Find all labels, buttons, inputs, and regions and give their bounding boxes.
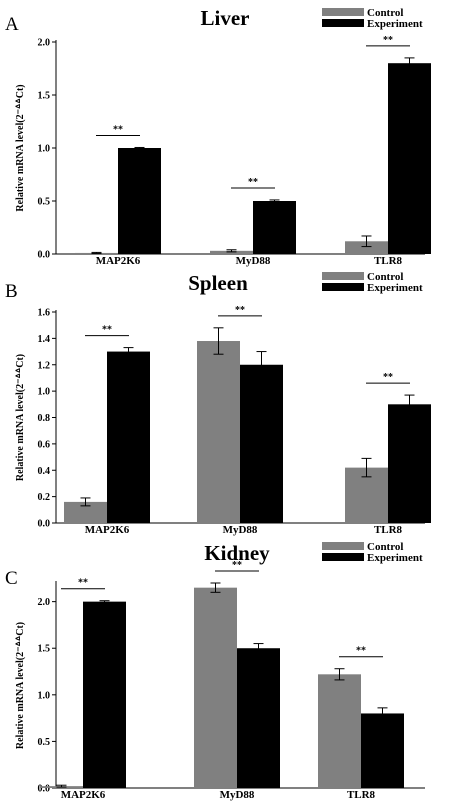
panel-b-ytick-label-4: 0.8	[38, 413, 51, 424]
panel-c-significance-1: **	[232, 560, 242, 571]
panel-a-ytick-label-1: 0.5	[38, 197, 51, 208]
panel-a-label: A	[5, 14, 19, 35]
panel-a-bar-experiment-map2k6	[118, 148, 161, 254]
panel-c-ytick-label-3: 1.5	[38, 644, 51, 655]
panel-c-title: Kidney	[204, 541, 270, 565]
panel-b-ytick-label-8: 1.6	[38, 308, 51, 319]
panel-b-legend-label-1: Experiment	[367, 282, 423, 294]
panel-a-legend-label-1: Experiment	[367, 18, 423, 30]
panel-c-ytick-label-0: 0.0	[38, 784, 51, 795]
panel-b-significance-2: **	[383, 372, 393, 383]
panel-b-ytick-label-6: 1.2	[38, 360, 51, 371]
panel-a-category-label-2: TLR8	[374, 255, 403, 267]
panel-b-title: Spleen	[188, 271, 248, 295]
panel-a-legend-label-0: Control	[367, 7, 403, 19]
panel-c-ytick-label-1: 0.5	[38, 737, 51, 748]
panel-a-ytick-label-2: 1.0	[38, 144, 51, 155]
panel-c-bar-experiment-tlr8	[361, 713, 404, 788]
panel-b-bar-experiment-map2k6	[107, 351, 150, 523]
panel-c-category-label-0: MAP2K6	[61, 789, 106, 801]
panel-b-bar-control-map2k6	[64, 501, 107, 523]
panel-c-legend-label-0: Control	[367, 541, 403, 553]
panel-c-legend-label-1: Experiment	[367, 552, 423, 564]
panel-c-label: C	[5, 568, 18, 589]
panel-a-bar-control-tlr8	[345, 241, 388, 254]
panel-a-ytick-label-0: 0.0	[38, 250, 51, 261]
panel-c-significance-0: **	[78, 578, 88, 589]
panel-a-bar-control-myd88	[210, 250, 253, 254]
panel-b-ylabel: Relative mRNA level(2⁻ᐞᐞCt)	[15, 354, 26, 481]
panel-b-ytick-label-3: 0.6	[38, 439, 51, 450]
panel-b-bar-control-myd88	[197, 341, 240, 523]
panel-a-significance-1: **	[248, 177, 258, 188]
panel-b-legend-swatch-1	[322, 283, 364, 291]
panel-b-category-label-0: MAP2K6	[85, 524, 130, 536]
panel-a-title: Liver	[201, 6, 250, 30]
panel-a-category-label-1: MyD88	[236, 255, 271, 267]
panel-a-category-label-0: MAP2K6	[96, 255, 141, 267]
panel-b-legend-label-0: Control	[367, 271, 403, 283]
panel-c-bar-control-tlr8	[318, 674, 361, 788]
panel-c-ytick-label-4: 2.0	[38, 597, 51, 608]
panel-a-significance-2: **	[383, 35, 393, 46]
panel-c-category-label-1: MyD88	[220, 789, 255, 801]
panel-c-category-label-2: TLR8	[347, 789, 376, 801]
panel-b-ytick-label-0: 0.0	[38, 519, 51, 530]
panel-c-legend-swatch-1	[322, 553, 364, 561]
panel-b-category-label-2: TLR8	[374, 524, 403, 536]
panel-a-bar-experiment-tlr8	[388, 63, 431, 255]
panel-b-significance-1: **	[235, 305, 245, 316]
panel-b-ytick-label-2: 0.4	[38, 466, 51, 477]
panel-c-ytick-label-2: 1.0	[38, 690, 51, 701]
panel-a-ytick-label-3: 1.5	[38, 91, 51, 102]
panel-c-ylabel: Relative mRNA level(2⁻ᐞᐞCt)	[15, 622, 26, 749]
panel-b-ytick-label-7: 1.4	[38, 334, 51, 345]
panel-a-ylabel: Relative mRNA level(2⁻ᐞᐞCt)	[15, 84, 26, 211]
panel-a-legend-swatch-0	[322, 8, 364, 16]
panel-c-bar-experiment-myd88	[237, 648, 280, 788]
panel-c-bar-experiment-map2k6	[83, 601, 126, 788]
panel-a-ytick-label-4: 2.0	[38, 38, 51, 49]
panel-c-bar-control-myd88	[194, 587, 237, 788]
panel-b-significance-0: **	[102, 325, 112, 336]
panel-b-label: B	[5, 281, 18, 302]
panel-b-category-label-1: MyD88	[223, 524, 258, 536]
panel-b-ytick-label-1: 0.2	[38, 492, 51, 503]
panel-b-ytick-label-5: 1.0	[38, 387, 51, 398]
panel-b-bar-experiment-myd88	[240, 364, 283, 523]
panel-a-significance-0: **	[113, 124, 123, 135]
panel-c-significance-2: **	[356, 646, 366, 657]
panel-b-bar-experiment-tlr8	[388, 404, 431, 523]
panel-a-bar-experiment-myd88	[253, 201, 296, 254]
panel-c-legend-swatch-0	[322, 542, 364, 550]
panel-b-legend-swatch-0	[322, 272, 364, 280]
panel-a-legend-swatch-1	[322, 19, 364, 27]
